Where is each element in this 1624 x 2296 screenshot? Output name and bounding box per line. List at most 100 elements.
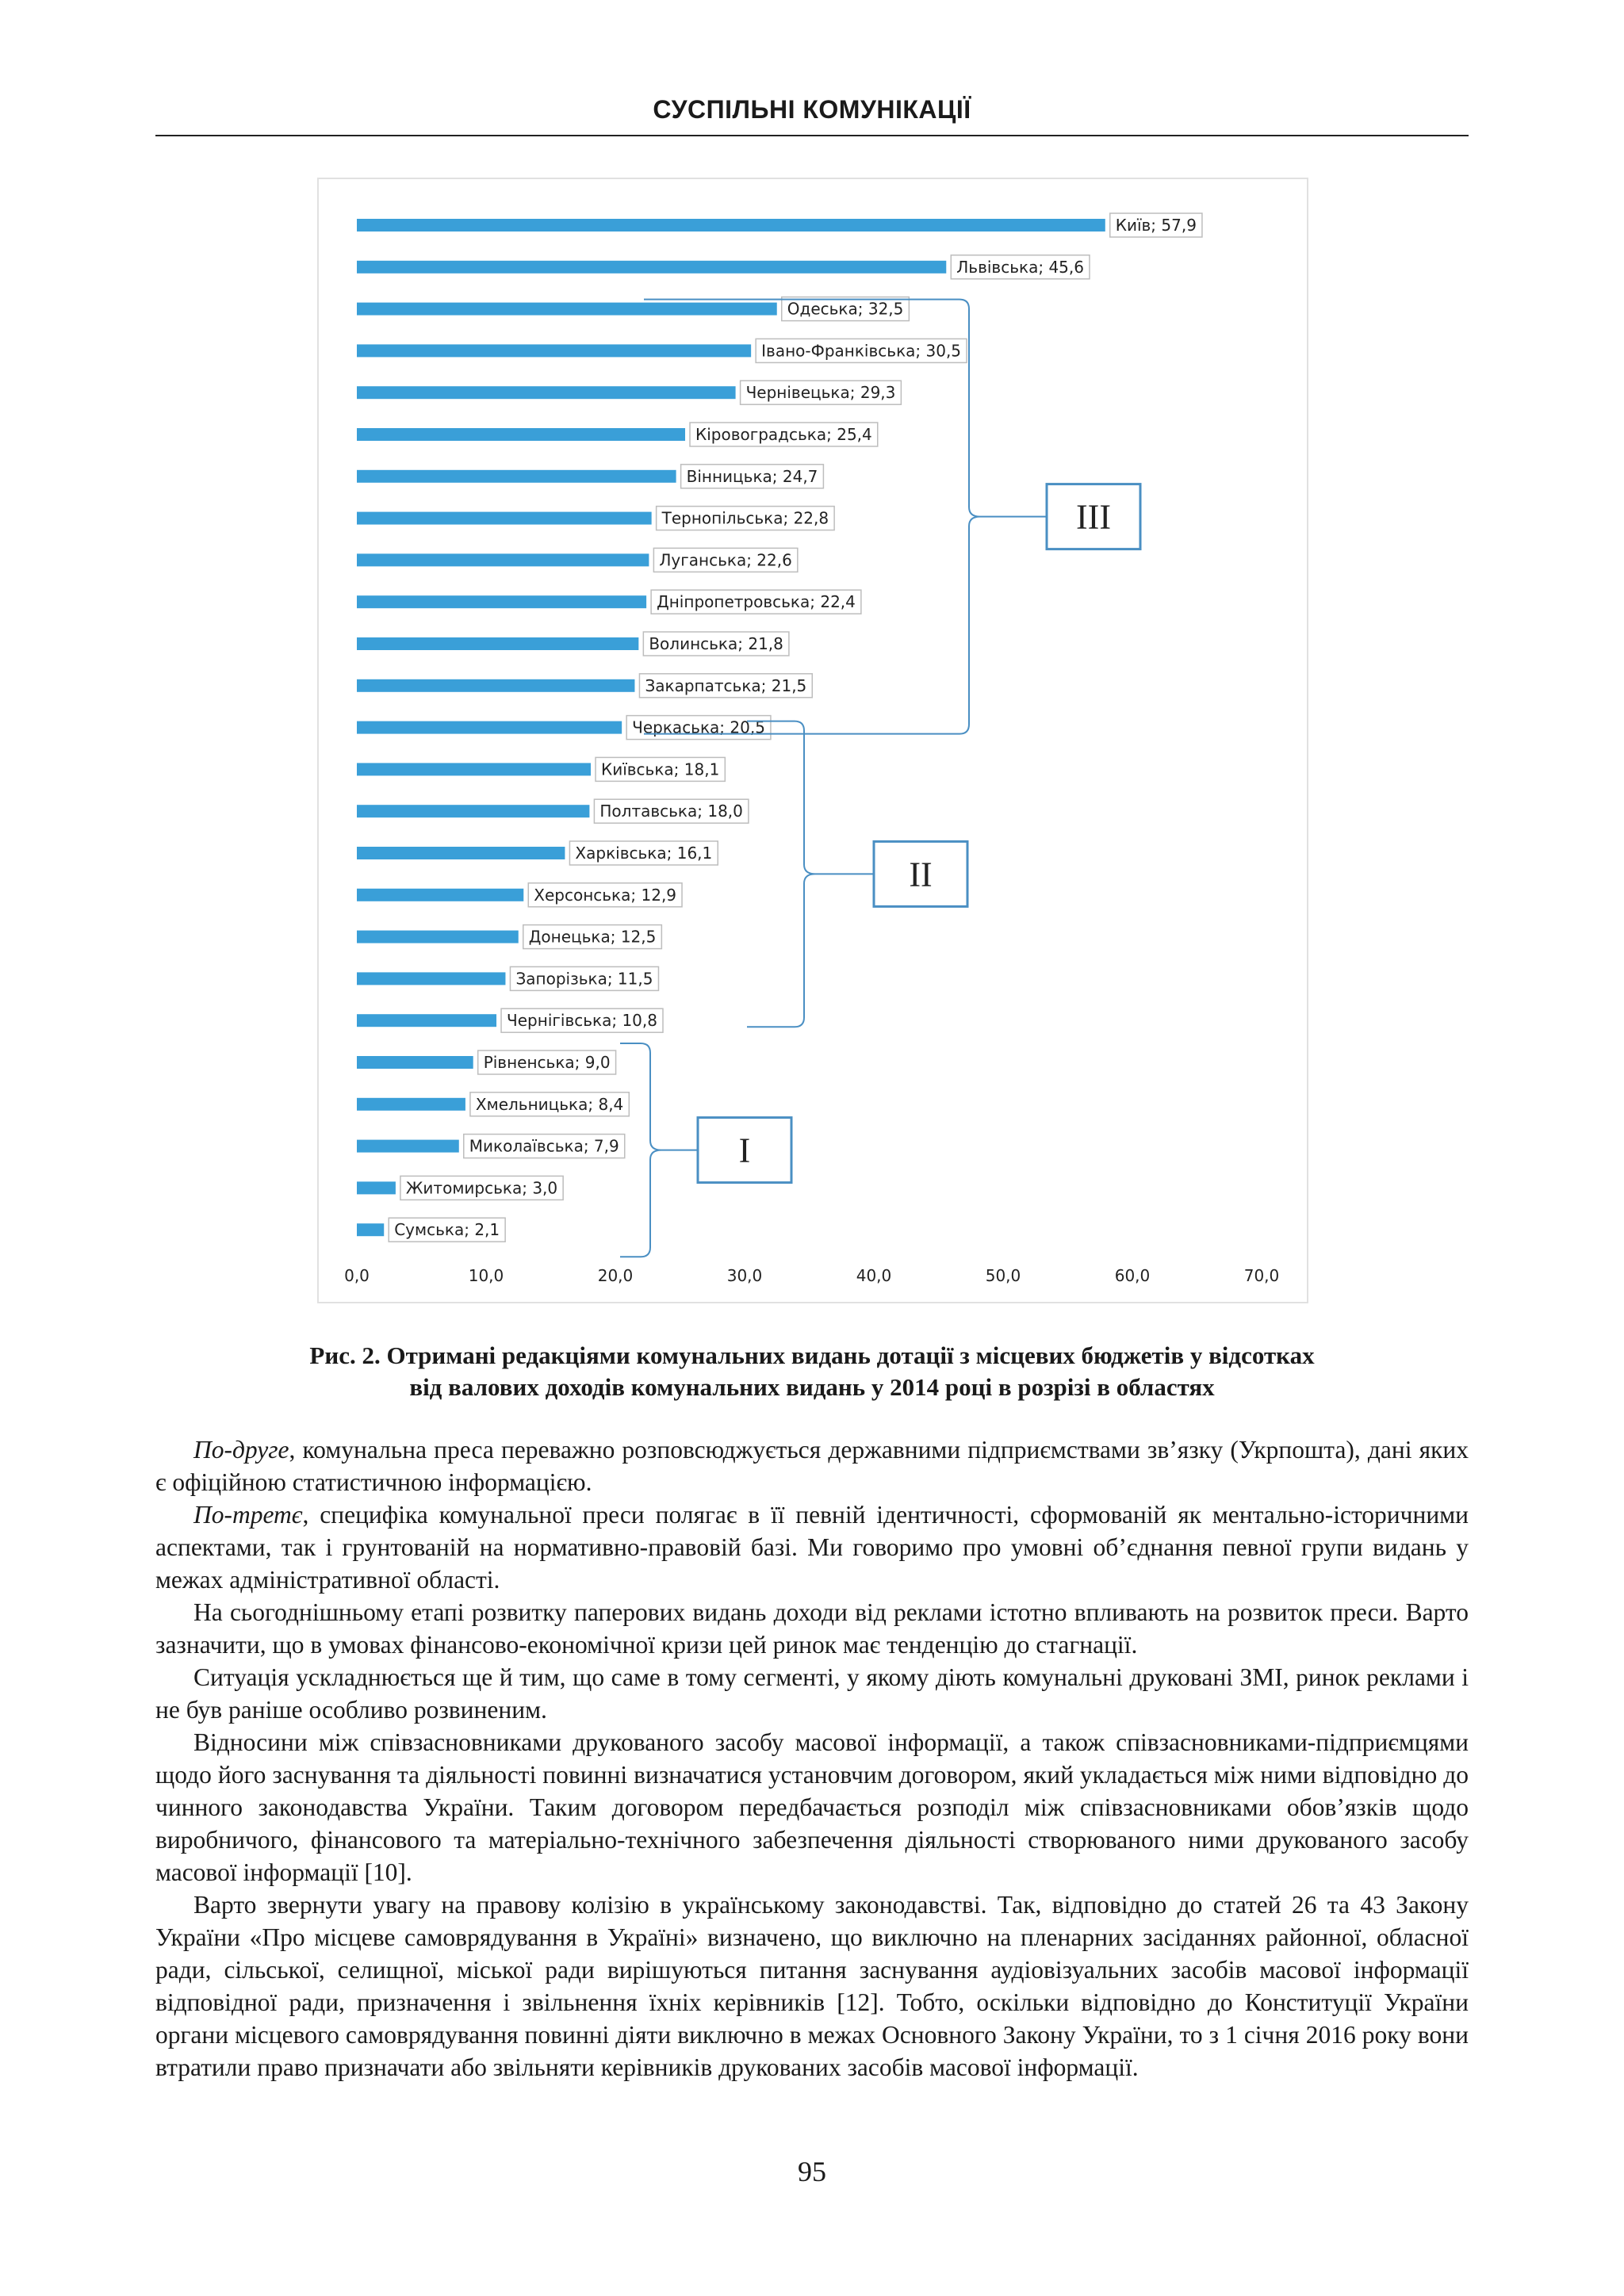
chart-svg: Київ; 57,9 Львівська; 45,6 Одеська; 32,5 Ів… [344, 212, 1280, 1285]
paragraph-text: Варто звернути увагу на правову колізію … [155, 1891, 1469, 2081]
group-bracket [747, 720, 874, 1028]
data-label-box [388, 1217, 506, 1242]
data-label: Запорізька; 11,5 [515, 969, 653, 988]
group-label: III [1076, 498, 1111, 537]
paragraph: Ситуація ускладнюється ще й тим, що саме… [155, 1661, 1469, 1726]
data-label: Кіровоградська; 25,4 [695, 425, 872, 444]
bar [357, 1097, 465, 1111]
paragraph: По-друге, комунальна преса переважно роз… [155, 1433, 1469, 1498]
bar [357, 763, 592, 776]
x-tick-label: 40,0 [856, 1266, 892, 1285]
data-label-box [595, 756, 726, 783]
data-label-box [626, 714, 772, 740]
data-label-box [642, 631, 790, 656]
data-label: Одеська; 32,5 [787, 300, 904, 319]
data-label-box [755, 338, 967, 364]
data-label: Чернівецька; 29,3 [746, 383, 896, 402]
paragraph-text: Відносини між співзасновниками друковано… [155, 1728, 1469, 1886]
paragraph: На сьогоднішньому етапі розвитку паперов… [155, 1596, 1469, 1661]
group-label: II [909, 855, 932, 894]
bar [357, 805, 590, 818]
figure-caption: Рис. 2. Отримані редакціями комунальних … [155, 1340, 1469, 1403]
paragraph-lead: По-третє [193, 1501, 303, 1529]
data-label-box [463, 1133, 626, 1159]
bar [357, 302, 777, 316]
bar [357, 511, 652, 525]
data-label: Івано-Франківська; 30,5 [761, 341, 961, 360]
data-label-box [400, 1175, 564, 1201]
bar [357, 1223, 385, 1237]
data-label: Херсонська; 12,9 [534, 886, 676, 905]
paragraph-lead: По-друге [193, 1436, 289, 1464]
x-tick-label: 20,0 [598, 1266, 634, 1285]
data-label: Донецька; 12,5 [529, 928, 657, 947]
data-label-box [569, 840, 719, 866]
data-label-box [689, 422, 879, 447]
data-label: Миколаївська; 7,9 [469, 1137, 619, 1156]
data-label-box [469, 1092, 630, 1117]
data-label: Сумська; 2,1 [394, 1220, 500, 1239]
data-label-box [950, 254, 1090, 280]
data-label-box [653, 547, 799, 573]
bar [357, 1014, 497, 1027]
data-label: Житомирська; 3,0 [406, 1178, 557, 1197]
bar-chart: Київ; 57,9 Львівська; 45,6 Одеська; 32,5 Ів… [317, 178, 1308, 1303]
group-bracket [620, 1043, 698, 1258]
data-label: Волинська; 21,8 [649, 634, 783, 653]
group-label: I [739, 1131, 751, 1170]
paragraph: По-третє, специфіка комунальної преси по… [155, 1498, 1469, 1596]
x-tick-label: 70,0 [1244, 1266, 1280, 1285]
x-tick-label: 0,0 [344, 1266, 370, 1285]
bar [357, 1139, 459, 1153]
x-tick-label: 60,0 [1115, 1266, 1151, 1285]
data-label-box [650, 589, 862, 614]
paragraph: Відносини між співзасновниками друковано… [155, 1726, 1469, 1888]
body-text: По-друге, комунальна преса переважно роз… [155, 1433, 1469, 2084]
data-label: Полтавська; 18,0 [599, 802, 743, 821]
data-label-box [523, 924, 663, 950]
data-label: Харківська; 16,1 [575, 844, 712, 863]
x-tick-label: 50,0 [986, 1266, 1021, 1285]
bar [357, 1056, 473, 1069]
data-label-box [477, 1050, 617, 1075]
data-label: Вінницька; 24,7 [687, 467, 818, 486]
bar [357, 972, 506, 985]
data-label: Львівська; 45,6 [956, 258, 1084, 277]
paragraph-text: На сьогоднішньому етапі розвитку паперов… [155, 1598, 1469, 1659]
group-label-box [1045, 483, 1142, 551]
bar [357, 721, 622, 734]
bar [357, 930, 519, 943]
x-tick-label: 10,0 [469, 1266, 504, 1285]
caption-line-1: Рис. 2. Отримані редакціями комунальних … [309, 1341, 1315, 1369]
bar [357, 260, 947, 274]
paragraph-text: Ситуація ускладнюється ще й тим, що саме… [155, 1663, 1469, 1724]
bar [357, 637, 639, 650]
bar [357, 679, 635, 692]
data-label: Тернопільська; 22,8 [661, 509, 829, 528]
bar [357, 888, 524, 901]
header-rule [155, 135, 1469, 136]
paragraph-text: , специфіка комунальної преси полягає в … [155, 1501, 1469, 1594]
data-label: Хмельницька; 8,4 [476, 1095, 623, 1114]
data-label: Київська; 18,1 [601, 760, 719, 779]
bar [357, 847, 565, 859]
data-label-box [739, 380, 902, 405]
data-label-box [680, 464, 825, 489]
bar [357, 1181, 396, 1195]
data-label-box [781, 296, 910, 322]
x-tick-label: 30,0 [727, 1266, 763, 1285]
data-label-box [500, 1008, 664, 1033]
paragraph: Варто звернути увагу на правову колізію … [155, 1888, 1469, 2084]
bar [357, 428, 686, 441]
data-label: Чернігівська; 10,8 [507, 1011, 657, 1030]
bar [357, 595, 647, 609]
paragraph-text: , комунальна преса переважно розповсюджу… [155, 1436, 1469, 1496]
bar [357, 469, 676, 483]
group-label-box [696, 1116, 793, 1184]
data-label-box [527, 882, 683, 908]
bar [357, 386, 736, 400]
data-label: Дніпропетровська; 22,4 [657, 592, 856, 611]
group-label-box [872, 840, 969, 908]
caption-line-2: від валових доходів комунальних видань у… [409, 1373, 1215, 1401]
bar [357, 553, 649, 567]
